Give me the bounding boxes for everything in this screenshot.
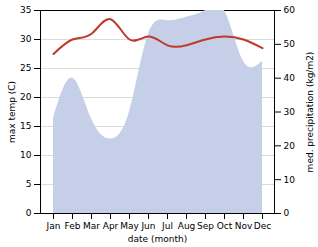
svg-text:20: 20 xyxy=(284,141,296,151)
svg-text:Jan: Jan xyxy=(46,221,61,231)
svg-text:date (month): date (month) xyxy=(128,234,187,244)
svg-text:30: 30 xyxy=(20,34,32,44)
svg-text:Nov: Nov xyxy=(235,221,253,231)
svg-text:Jul: Jul xyxy=(161,221,173,231)
svg-text:50: 50 xyxy=(284,39,296,49)
svg-text:med. precipitation (kg/m2): med. precipitation (kg/m2) xyxy=(305,52,315,173)
svg-text:May: May xyxy=(120,221,139,231)
svg-text:25: 25 xyxy=(20,63,31,73)
svg-text:Jun: Jun xyxy=(140,221,155,231)
svg-text:0: 0 xyxy=(284,208,290,218)
svg-text:Sep: Sep xyxy=(197,221,214,231)
svg-text:Mar: Mar xyxy=(83,221,100,231)
svg-text:Apr: Apr xyxy=(103,221,119,231)
svg-text:30: 30 xyxy=(284,107,296,117)
svg-text:0: 0 xyxy=(26,208,32,218)
svg-text:40: 40 xyxy=(284,73,296,83)
svg-text:60: 60 xyxy=(284,5,296,15)
svg-text:Dec: Dec xyxy=(254,221,271,231)
svg-text:5: 5 xyxy=(26,179,32,189)
svg-text:Oct: Oct xyxy=(217,221,233,231)
svg-text:max temp (C): max temp (C) xyxy=(7,81,17,143)
svg-text:20: 20 xyxy=(20,92,32,102)
svg-text:10: 10 xyxy=(284,175,296,185)
svg-text:10: 10 xyxy=(20,150,32,160)
svg-text:Feb: Feb xyxy=(65,221,81,231)
svg-text:15: 15 xyxy=(20,121,31,131)
svg-text:35: 35 xyxy=(20,5,31,15)
svg-text:Aug: Aug xyxy=(178,221,196,231)
